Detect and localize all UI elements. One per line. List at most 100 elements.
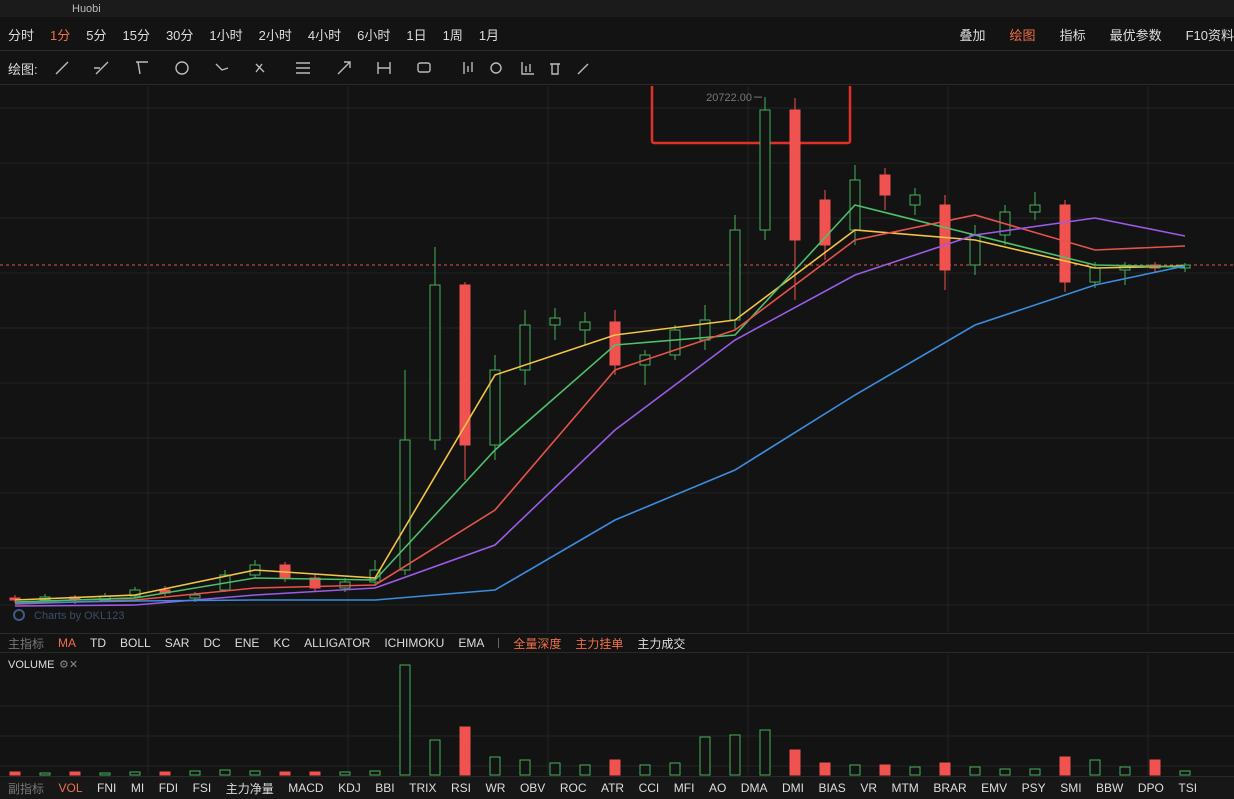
sub-indicator[interactable]: VOL xyxy=(58,781,83,795)
sub-indicator[interactable]: WR xyxy=(485,781,506,795)
timeframe[interactable]: 6小时 xyxy=(357,27,391,43)
timeframe[interactable]: 分时 xyxy=(8,27,35,43)
depth-tab[interactable]: 全量深度 xyxy=(513,636,562,651)
sub-indicator[interactable]: ROC xyxy=(559,781,587,795)
candle-body xyxy=(429,284,441,441)
candle-body xyxy=(579,321,591,331)
sub-indicator[interactable]: DMA xyxy=(740,781,768,795)
main-indicator[interactable]: BOLL xyxy=(120,636,151,650)
sub-indicator[interactable]: SMI xyxy=(1060,781,1082,795)
sub-indicator[interactable]: FDI xyxy=(158,781,179,795)
sub-label: 副指标 xyxy=(8,781,45,796)
chart: VOLUME ⚙✕ 20722.00 Charts by OKL123 xyxy=(0,86,1234,776)
tool[interactable]: 最优参数 xyxy=(1109,27,1162,43)
sub-indicator[interactable]: KDJ xyxy=(338,781,361,795)
max-label: 20722.00 xyxy=(706,92,752,104)
tool[interactable]: 指标 xyxy=(1059,27,1086,43)
volume-bar xyxy=(279,771,291,776)
candle-body xyxy=(909,194,921,206)
volume-bar xyxy=(399,664,411,776)
sub-indicator[interactable]: FNI xyxy=(97,781,117,795)
tab-strip: Huobi xyxy=(0,0,1234,17)
depth-tab[interactable]: 主力成交 xyxy=(637,636,686,651)
timeframe[interactable]: 4小时 xyxy=(307,27,342,43)
volume-bar xyxy=(639,764,651,776)
volume-icons: ⚙✕ xyxy=(59,659,78,671)
candle-body xyxy=(879,174,891,196)
ma-line xyxy=(14,265,1186,604)
ma-line xyxy=(14,229,1186,601)
sub-indicator[interactable]: DMI xyxy=(781,781,804,795)
sub-indicator[interactable]: OBV xyxy=(519,781,546,795)
volume-bar xyxy=(969,766,981,776)
timeframe[interactable]: 1月 xyxy=(478,27,500,43)
volume-title: VOLUME xyxy=(8,659,54,671)
timeframe[interactable]: 30分 xyxy=(165,27,194,43)
main-indicator[interactable]: ICHIMOKU xyxy=(384,636,445,650)
sub-indicator[interactable]: MFI xyxy=(673,781,695,795)
indicator-bar: 主指标 MA TD BOLL SAR DC ENE KC ALLIGATOR ICHIMOKU EM… xyxy=(0,633,1234,653)
sub-indicator[interactable]: 主力净量 xyxy=(225,781,274,796)
candle-body xyxy=(1059,204,1071,283)
sub-indicator[interactable]: EMV xyxy=(981,781,1008,795)
volume-bar xyxy=(459,726,471,776)
watermark-logo xyxy=(13,609,25,621)
volume-bar xyxy=(819,762,831,776)
sub-indicator[interactable]: DPO xyxy=(1137,781,1164,795)
main-indicator[interactable]: ENE xyxy=(234,636,260,650)
volume-bar xyxy=(69,771,81,776)
volume-bar xyxy=(429,739,441,776)
sub-indicator[interactable]: FSI xyxy=(192,781,212,795)
sub-indicator[interactable]: VR xyxy=(860,781,877,795)
sub-indicator[interactable]: CCI xyxy=(638,781,660,795)
tool[interactable]: 绘图 xyxy=(1009,27,1036,43)
volume-bar xyxy=(609,759,621,776)
candle-body xyxy=(759,109,771,231)
timeframe[interactable]: 1小时 xyxy=(209,27,243,43)
main-indicator[interactable]: DC xyxy=(203,636,221,650)
sub-indicator[interactable]: TSI xyxy=(1178,781,1198,795)
candle-body xyxy=(819,199,831,246)
sub-indicator[interactable]: MTM xyxy=(891,781,919,795)
tool[interactable]: F10资料 xyxy=(1185,27,1234,43)
sub-indicator[interactable]: MACD xyxy=(288,781,324,795)
volume-bar xyxy=(1149,759,1161,776)
timeframe[interactable]: 2小时 xyxy=(258,27,292,43)
volume-bar xyxy=(909,766,921,776)
tool[interactable]: 叠加 xyxy=(959,27,986,43)
sub-indicator[interactable]: PSY xyxy=(1021,781,1046,795)
tools: 叠加 绘图 指标 最优参数 F10资料 xyxy=(960,25,1234,44)
volume-bar xyxy=(519,759,531,776)
timeframes: 分时 1分 5分 15分 30分 1小时 2小时 4小时 6小时 1日 1周 1月 xyxy=(0,25,499,44)
timeframe[interactable]: 1日 xyxy=(406,27,427,43)
timeframe[interactable]: 5分 xyxy=(86,27,107,43)
main-indicator[interactable]: EMA xyxy=(458,636,485,650)
sub-indicator[interactable]: BBW xyxy=(1096,781,1124,795)
candle-body xyxy=(399,439,411,571)
main-indicator[interactable]: SAR xyxy=(164,636,190,650)
main-indicator[interactable]: ALLIGATOR xyxy=(304,636,371,650)
sub-indicator[interactable]: MI xyxy=(130,781,145,795)
main-indicator[interactable]: MA xyxy=(58,636,77,650)
main-indicator[interactable]: TD xyxy=(90,636,107,650)
exchange-tab[interactable]: Huobi xyxy=(72,2,101,15)
sub-indicator[interactable]: RSI xyxy=(450,781,471,795)
sub-indicator[interactable]: AO xyxy=(708,781,727,795)
sub-indicator[interactable]: TRIX xyxy=(409,781,437,795)
volume-bar xyxy=(579,764,591,776)
timeframe[interactable]: 1分 xyxy=(50,27,71,43)
timeframe[interactable]: 1周 xyxy=(442,27,463,43)
depth-tab[interactable]: 主力挂单 xyxy=(575,636,624,651)
volume-bar xyxy=(1089,759,1101,776)
candle-body xyxy=(789,109,801,241)
sub-indicator[interactable]: ATR xyxy=(600,781,625,795)
volume-bar xyxy=(129,771,141,776)
sub-indicator[interactable]: BBI xyxy=(375,781,395,795)
sub-indicator[interactable]: BRAR xyxy=(933,781,967,795)
timeframe[interactable]: 15分 xyxy=(122,27,150,43)
candle-body xyxy=(369,569,381,583)
sub-indicator[interactable]: BIAS xyxy=(818,781,846,795)
volume-bar xyxy=(879,764,891,776)
volume-bar xyxy=(249,770,261,776)
main-indicator[interactable]: KC xyxy=(273,636,291,650)
